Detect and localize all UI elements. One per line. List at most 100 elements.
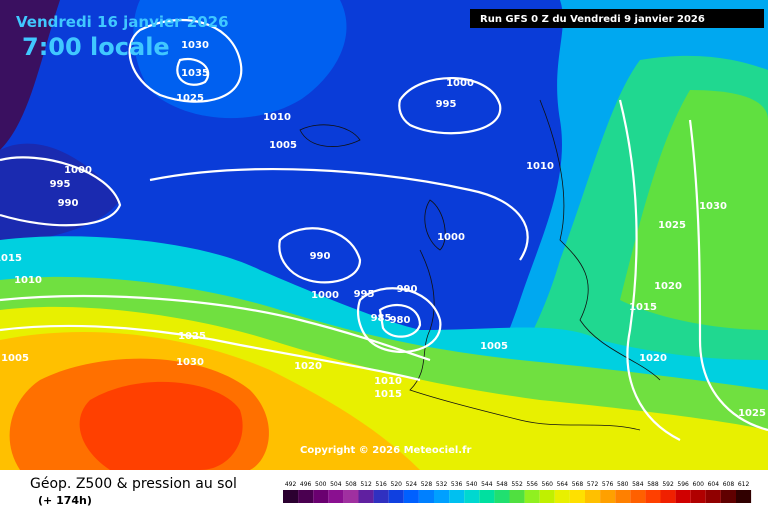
scale-swatch — [479, 490, 495, 503]
isobar-label: 1010 — [263, 112, 291, 123]
scale-swatch — [720, 490, 736, 503]
scale-swatch — [600, 490, 616, 503]
scale-swatch — [690, 490, 706, 503]
scale-label: 524 — [406, 481, 418, 488]
scale-label: 528 — [421, 481, 433, 488]
isobar-label: 1000 — [437, 232, 465, 243]
isobar-label: 1020 — [639, 353, 667, 364]
scale-swatch — [373, 490, 389, 503]
run-box — [470, 9, 764, 28]
scale-swatch — [403, 490, 419, 503]
isobar-label: 1000 — [311, 290, 339, 301]
isobar-label: 990 — [397, 284, 418, 295]
isobar-label: 1025 — [738, 408, 766, 419]
scale-label: 552 — [511, 481, 523, 488]
scale-swatch — [569, 490, 585, 503]
scale-swatch — [449, 490, 465, 503]
scale-label: 600 — [693, 481, 705, 488]
scale-swatch — [675, 490, 691, 503]
scale-label: 548 — [496, 481, 508, 488]
scale-label: 544 — [481, 481, 493, 488]
scale-label: 500 — [315, 481, 327, 488]
scale-swatch — [539, 490, 555, 503]
scale-swatch — [388, 490, 404, 503]
copyright: Copyright © 2026 Meteociel.fr — [300, 445, 471, 456]
forecast-time: 7:00 locale — [22, 33, 170, 61]
isobar-label: 1005 — [269, 140, 297, 151]
isobar-label: 1025 — [176, 93, 204, 104]
forecast-date: Vendredi 16 janvier 2026 — [16, 13, 229, 31]
isobar-label: 980 — [390, 315, 411, 326]
isobar-label: 990 — [310, 251, 331, 262]
scale-label: 496 — [300, 481, 312, 488]
scale-label: 608 — [723, 481, 735, 488]
isobar-label: 1005 — [480, 341, 508, 352]
isobar-label: 1010 — [14, 275, 42, 286]
scale-label: 596 — [677, 481, 689, 488]
isobar-label: 1015 — [629, 302, 657, 313]
scale-label: 508 — [345, 481, 357, 488]
scale-swatch — [615, 490, 631, 503]
isobar-label: 1030 — [181, 40, 209, 51]
scale-swatch — [645, 490, 661, 503]
run-info: Run GFS 0 Z du Vendredi 9 janvier 2026 — [480, 14, 705, 25]
scale-swatch — [434, 490, 450, 503]
isobar-labels: 1030 1035 1025 1010 1005 1000 995 1000 995 990 101… — [0, 40, 766, 419]
isobar-label: 1010 — [526, 161, 554, 172]
scale-label: 604 — [708, 481, 720, 488]
scale-label: 536 — [451, 481, 463, 488]
isobar-label: 1000 — [64, 165, 92, 176]
isobar-label: 1015 — [374, 389, 402, 400]
scale-swatch — [358, 490, 374, 503]
scale-swatch — [494, 490, 510, 503]
isobar-label: 1020 — [654, 281, 682, 292]
scale-label: 512 — [360, 481, 372, 488]
isobar-label: 1010 — [374, 376, 402, 387]
scale-swatch — [509, 490, 525, 503]
scale-label: 564 — [557, 481, 569, 488]
scale-label: 532 — [436, 481, 448, 488]
scale-swatch — [313, 490, 329, 503]
scale-label: 580 — [617, 481, 629, 488]
scale-label: 516 — [375, 481, 387, 488]
scale-label: 560 — [542, 481, 554, 488]
scale-label: 572 — [587, 481, 599, 488]
scale-swatch — [660, 490, 676, 503]
scale-label: 504 — [330, 481, 342, 488]
isobar-label: 1020 — [294, 361, 322, 372]
scale-label: 568 — [572, 481, 584, 488]
scale-swatch — [298, 490, 314, 503]
scale-label: 588 — [647, 481, 659, 488]
isobar-label: 995 — [354, 289, 375, 300]
isobar-label: 995 — [50, 179, 71, 190]
color-scale: 492 496 500 504 508 512 516 520 524 528 532 536 540 5… — [283, 481, 752, 503]
isobar-label: 1035 — [181, 68, 209, 79]
scale-swatch — [343, 490, 359, 503]
scale-swatch — [585, 490, 601, 503]
footer-title: Géop. Z500 & pression au sol — [30, 476, 237, 492]
scale-label: 576 — [602, 481, 614, 488]
footer-lead: (+ 174h) — [38, 494, 92, 507]
scale-swatch — [554, 490, 570, 503]
isobar-label: 1005 — [1, 353, 29, 364]
isobar-label: 1030 — [699, 201, 727, 212]
isobar-label: 990 — [58, 198, 79, 209]
isobar-label: 1030 — [176, 357, 204, 368]
isobar-label: 1015 — [0, 253, 22, 264]
map-field — [0, 0, 768, 471]
isobar-label: 985 — [371, 313, 392, 324]
scale-swatch — [630, 490, 646, 503]
scale-swatch — [283, 490, 299, 503]
scale-label: 540 — [466, 481, 478, 488]
scale-label: 520 — [391, 481, 403, 488]
isobar-label: 1000 — [446, 78, 474, 89]
scale-swatch — [464, 490, 480, 503]
scale-label: 584 — [632, 481, 644, 488]
scale-swatch — [736, 490, 752, 503]
scale-swatch — [418, 490, 434, 503]
isobar-label: 1025 — [178, 331, 206, 342]
scale-label: 492 — [285, 481, 297, 488]
scale-swatch — [524, 490, 540, 503]
scale-label: 592 — [662, 481, 674, 488]
